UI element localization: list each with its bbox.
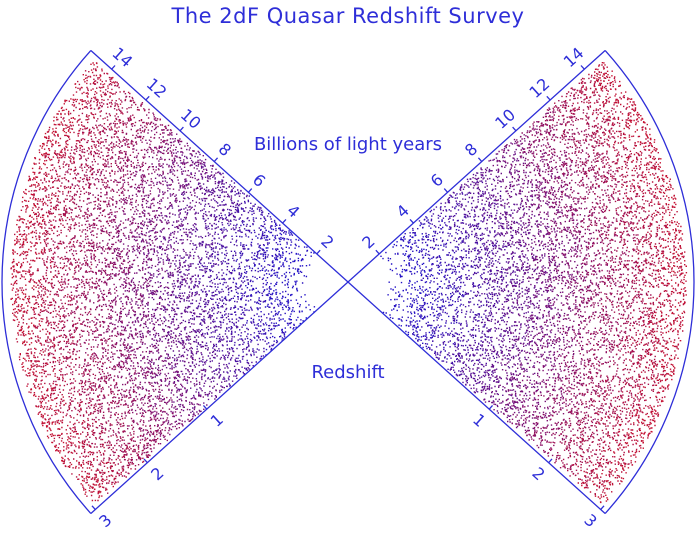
lookback-tick-mark xyxy=(282,218,287,224)
redshift-tick-mark xyxy=(91,505,96,510)
lookback-tick-mark xyxy=(316,249,321,255)
redshift-tick-label: 3 xyxy=(95,510,115,528)
lookback-tick-label: 4 xyxy=(393,201,413,222)
lookback-tick-mark xyxy=(179,126,184,132)
diagram-title: The 2dF Quasar Redshift Survey xyxy=(171,4,525,28)
redshift-tick-mark xyxy=(600,505,605,510)
lookback-tick-label: 6 xyxy=(249,170,269,191)
left-wedge-edge xyxy=(90,49,349,283)
quasar-point-group xyxy=(167,172,530,393)
redshift-tick-label: 2 xyxy=(147,463,167,484)
lookback-tick-mark xyxy=(477,157,483,162)
lookback-tick-mark xyxy=(247,188,253,193)
quasar-point-group xyxy=(194,190,504,386)
right-wedge-edge xyxy=(347,49,606,283)
lookback-tick-mark xyxy=(213,157,219,162)
right-wedge-edge xyxy=(347,281,606,515)
lookback-tick-label: 14 xyxy=(108,43,136,71)
lookback-tick-label: 12 xyxy=(143,74,171,102)
quasar-point-group xyxy=(208,195,492,371)
quasar-point-group xyxy=(222,203,479,362)
lookback-tick-mark xyxy=(111,65,116,70)
lookback-tick-label: 14 xyxy=(560,43,588,71)
redshift-tick-mark xyxy=(488,404,494,410)
right-wedge-arc xyxy=(604,50,695,514)
lookback-tick-label: 6 xyxy=(427,170,447,191)
redshift-tick-label: 1 xyxy=(469,410,489,431)
redshift-tick-mark xyxy=(202,404,208,410)
quasar-point-group xyxy=(114,132,587,431)
lookback-tick-mark xyxy=(409,218,414,224)
wedge-outlines xyxy=(1,49,695,515)
redshift-tick-label: 3 xyxy=(580,510,600,528)
lookback-tick-label: 10 xyxy=(177,105,205,133)
lookback-tick-mark xyxy=(375,249,380,255)
left-wedge-edge xyxy=(90,281,349,515)
redshift-tick-label: 2 xyxy=(528,463,548,484)
lookback-tick-label: 10 xyxy=(491,105,519,133)
lookback-tick-label: 8 xyxy=(461,139,481,160)
quasar-point-group xyxy=(123,138,574,429)
lookback-tick-mark xyxy=(580,65,585,70)
lookback-tick-label: 8 xyxy=(215,139,235,160)
redshift-tick-label: 1 xyxy=(207,410,227,431)
lookback-tick-label: 2 xyxy=(358,232,378,253)
lookback-tick-mark xyxy=(145,95,150,101)
redshift-tick-mark xyxy=(143,458,148,464)
lookback-tick-mark xyxy=(512,126,517,132)
quasar-point-group xyxy=(240,217,453,351)
left-wedge-arc xyxy=(1,50,92,514)
quasar-points xyxy=(10,62,688,504)
quasar-point-group xyxy=(37,86,657,478)
lookback-tick-mark xyxy=(546,95,551,101)
lookback-tick-label: 2 xyxy=(317,232,337,253)
redshift-tick-mark xyxy=(548,458,553,464)
lookback-axis-caption: Billions of light years xyxy=(254,134,442,155)
lookback-tick-label: 4 xyxy=(283,201,303,222)
lookback-tick-mark xyxy=(443,188,449,193)
lookback-tick-label: 12 xyxy=(525,74,553,102)
redshift-axis-caption: Redshift xyxy=(311,362,384,383)
